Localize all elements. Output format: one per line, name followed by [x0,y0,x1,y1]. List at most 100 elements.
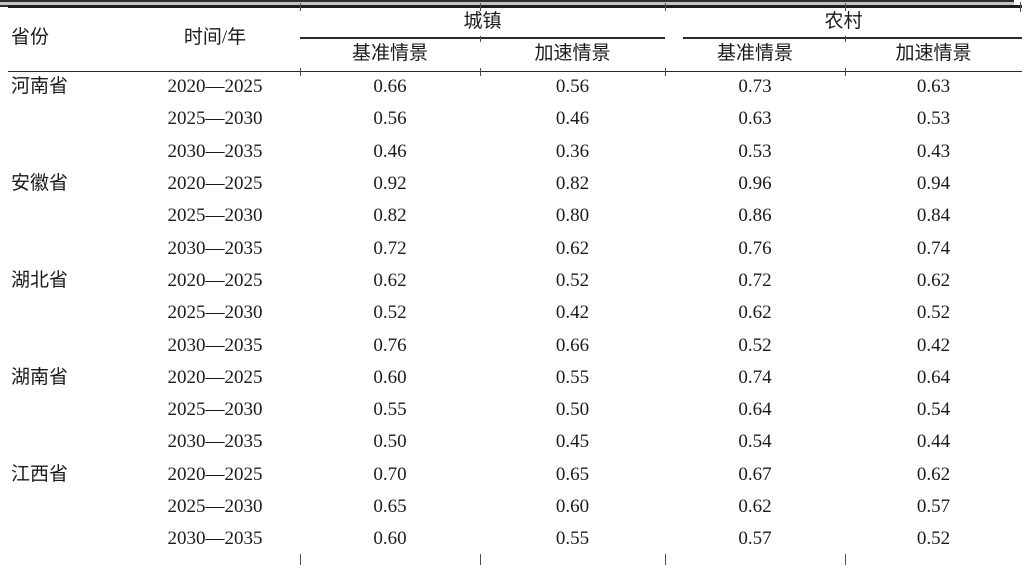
urban-accelerated-cell: 0.50 [555,399,590,421]
rural-accelerated-cell: 0.44 [916,431,951,453]
rural-baseline-cell: 0.73 [738,76,772,98]
period-cell: 2025—2030 [167,496,263,517]
table-row: 2030—2035 0.60 0.55 0.57 0.52 [8,523,1022,555]
province-cell: 湖南省 [11,366,69,388]
header-urban-baseline: 基准情景 [351,43,428,65]
table-row: 2025—2030 0.52 0.42 0.62 0.52 [8,297,1022,329]
province-cell [8,297,130,329]
rural-baseline-cell: 0.96 [738,173,772,195]
rural-accelerated-cell: 0.53 [916,108,951,130]
rural-baseline-cell: 0.74 [738,366,772,388]
urban-baseline-cell: 0.92 [373,173,407,195]
table-row: 2030—2035 0.76 0.66 0.52 0.42 [8,329,1022,361]
urban-baseline-cell: 0.70 [373,463,407,485]
urban-accelerated-cell: 0.46 [555,108,590,130]
rural-baseline-cell: 0.64 [738,399,772,421]
urban-accelerated-cell: 0.80 [555,205,590,227]
table-row: 2025—2030 0.82 0.80 0.86 0.84 [8,200,1022,232]
rural-accelerated-cell: 0.52 [916,528,951,550]
period-cell: 2030—2035 [167,140,263,162]
urban-accelerated-cell: 0.52 [555,269,590,291]
period-cell: 2025—2030 [167,302,263,324]
column-boundary-tick [480,554,481,565]
rural-baseline-cell: 0.53 [738,140,772,162]
column-boundary-tick [480,36,481,42]
table-row: 湖南省 2020—2025 0.60 0.55 0.74 0.64 [8,361,1022,393]
header-group-urban: 城镇 [463,10,502,32]
urban-baseline-cell: 0.82 [373,205,407,227]
urban-baseline-cell: 0.52 [373,302,407,324]
urban-accelerated-cell: 0.42 [555,302,590,324]
urban-baseline-cell: 0.65 [373,496,407,517]
urban-baseline-cell: 0.60 [373,528,407,550]
table-row: 河南省 2020—2025 0.66 0.56 0.73 0.63 [8,71,1022,103]
header-time: 时间/年 [183,27,247,49]
rural-baseline-cell: 0.72 [738,269,772,291]
province-cell [8,103,130,135]
period-cell: 2030—2035 [167,431,263,453]
period-cell: 2025—2030 [167,108,263,130]
header-sub-row: 基准情景 加速情景 基准情景 加速情景 [8,37,1022,71]
urban-accelerated-cell: 0.55 [555,366,590,388]
rural-accelerated-cell: 0.62 [916,463,951,485]
column-boundary-tick [845,68,846,76]
column-boundary-tick [665,3,666,11]
table-body: 河南省 2020—2025 0.66 0.56 0.73 0.63 2025—2030 0.5… [8,71,1022,555]
table-row: 湖北省 2020—2025 0.62 0.52 0.72 0.62 [8,264,1022,296]
urban-accelerated-cell: 0.82 [555,173,590,195]
province-cell: 湖北省 [11,269,69,291]
rural-baseline-cell: 0.57 [738,528,772,550]
table-row: 2030—2035 0.72 0.62 0.76 0.74 [8,232,1022,264]
column-boundary-tick [300,3,301,11]
urban-baseline-cell: 0.55 [373,399,407,421]
header-urban-accelerated: 加速情景 [534,43,611,65]
province-cell [8,135,130,167]
table-row: 2030—2035 0.46 0.36 0.53 0.43 [8,135,1022,167]
urban-spanner-rule [300,37,665,39]
rural-baseline-cell: 0.63 [738,108,772,130]
rural-accelerated-cell: 0.63 [916,76,951,98]
province-cell [8,490,130,522]
period-cell: 2025—2030 [167,399,263,421]
table-row: 2025—2030 0.65 0.60 0.62 0.57 [8,490,1022,522]
rural-accelerated-cell: 0.42 [916,334,951,356]
rural-accelerated-cell: 0.54 [916,399,951,421]
period-cell: 2020—2025 [167,269,263,291]
province-cell [8,426,130,458]
urban-baseline-cell: 0.72 [373,237,407,259]
urban-baseline-cell: 0.66 [373,76,407,98]
rural-baseline-cell: 0.86 [738,205,772,227]
header-rural-accelerated: 加速情景 [895,43,972,65]
period-cell: 2020—2025 [167,463,263,485]
province-cell [8,232,130,264]
period-cell: 2020—2025 [167,173,263,195]
header-rural-baseline: 基准情景 [717,43,794,65]
province-cell [8,393,130,425]
table-top-rule [8,5,1022,8]
urban-baseline-cell: 0.50 [373,431,407,453]
period-cell: 2025—2030 [167,205,263,227]
urban-accelerated-cell: 0.55 [555,528,590,550]
column-boundary-tick [665,68,666,76]
province-cell: 江西省 [11,463,69,485]
rural-baseline-cell: 0.67 [738,463,772,485]
rural-baseline-cell: 0.54 [738,431,772,453]
rural-accelerated-cell: 0.52 [916,302,951,324]
urban-accelerated-cell: 0.65 [555,463,590,485]
header-province: 省份 [11,27,50,49]
province-cell: 安徽省 [11,173,69,195]
header-group-row: 省份 时间/年 城镇 农村 [8,5,1022,48]
urban-baseline-cell: 0.60 [373,366,407,388]
period-cell: 2020—2025 [167,366,263,388]
scenario-table: 省份 时间/年 城镇 农村 基准情景 加速情景 基准情景 加速情景 河南省 202… [8,5,1022,555]
period-cell: 2030—2035 [167,528,263,550]
rural-baseline-cell: 0.76 [738,237,772,259]
header-bottom-rule [8,70,1022,72]
rural-accelerated-cell: 0.74 [916,237,951,259]
urban-baseline-cell: 0.76 [373,334,407,356]
column-boundary-tick [480,3,481,11]
province-cell [8,523,130,555]
urban-accelerated-cell: 0.36 [555,140,590,162]
urban-accelerated-cell: 0.66 [555,334,590,356]
